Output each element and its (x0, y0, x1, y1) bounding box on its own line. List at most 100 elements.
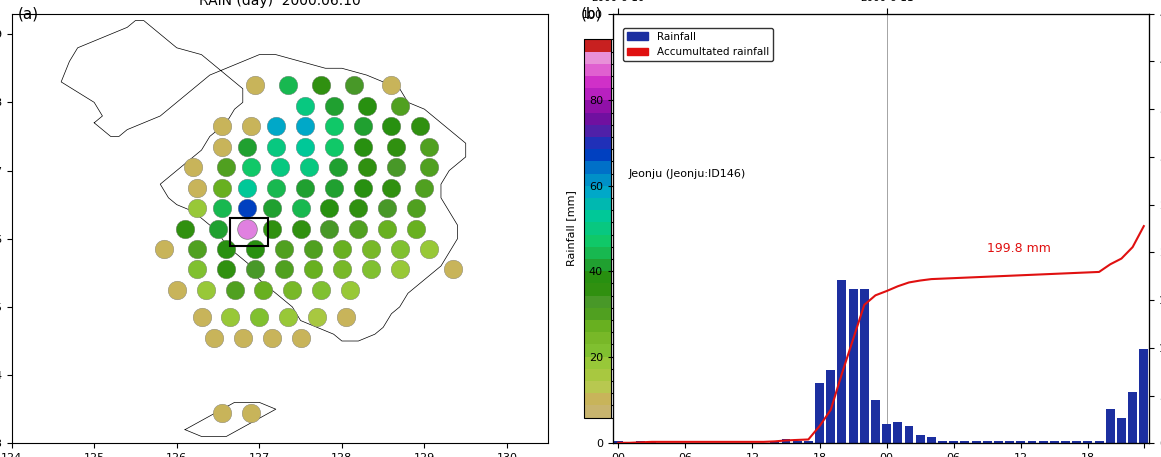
Point (308, 314, 326, 321)
Bar (1039, 441, 1047, 443)
Text: (a): (a) (17, 6, 38, 21)
Point (167, 286, 186, 293)
Point (353, 143, 372, 150)
Point (193, 314, 211, 321)
Point (188, 184, 207, 191)
Bar (636, 441, 646, 443)
Point (212, 204, 231, 212)
Bar (1139, 349, 1148, 443)
Bar (1016, 441, 1025, 443)
Bar (1095, 441, 1104, 443)
Point (300, 164, 318, 171)
Point (382, 82, 401, 89)
Point (275, 245, 294, 253)
Point (304, 245, 323, 253)
Bar (1027, 441, 1037, 443)
Point (238, 225, 257, 232)
Point (238, 225, 257, 232)
Text: 199.8 mm: 199.8 mm (987, 242, 1051, 255)
Point (304, 266, 323, 273)
Point (332, 245, 351, 253)
Point (411, 122, 430, 130)
Bar (837, 280, 846, 443)
Point (238, 204, 257, 212)
Point (250, 314, 268, 321)
Point (241, 122, 260, 130)
Bar (916, 435, 924, 443)
Point (212, 184, 231, 191)
Bar (1005, 441, 1014, 443)
Bar (994, 441, 1003, 443)
Point (246, 266, 265, 273)
Point (387, 143, 405, 150)
Bar (793, 441, 801, 443)
Point (241, 164, 260, 171)
Bar (648, 441, 656, 443)
Bar (815, 383, 824, 443)
Text: Jeonju (Jeonju:ID146): Jeonju (Jeonju:ID146) (629, 169, 747, 179)
Point (349, 204, 368, 212)
Point (353, 184, 372, 191)
Point (406, 225, 425, 232)
Point (361, 245, 380, 253)
Point (267, 143, 286, 150)
Point (419, 164, 438, 171)
Point (246, 245, 265, 253)
Point (349, 225, 368, 232)
Point (217, 245, 236, 253)
Point (337, 314, 355, 321)
Point (324, 184, 342, 191)
Point (312, 286, 331, 293)
Bar (904, 426, 914, 443)
Point (295, 143, 313, 150)
Point (324, 122, 342, 130)
Bar (230, 218, 267, 245)
Point (241, 409, 260, 416)
Point (295, 122, 313, 130)
Point (361, 266, 380, 273)
Point (279, 82, 297, 89)
Bar (771, 441, 779, 443)
Bar (1105, 409, 1115, 443)
Point (320, 225, 339, 232)
Point (295, 184, 313, 191)
Point (345, 82, 363, 89)
Point (267, 184, 286, 191)
Bar (614, 441, 622, 443)
Point (233, 334, 252, 341)
Bar (849, 289, 858, 443)
Point (324, 143, 342, 150)
Point (225, 286, 244, 293)
Point (320, 204, 339, 212)
Point (175, 225, 194, 232)
Point (217, 164, 236, 171)
Point (382, 184, 401, 191)
Point (212, 143, 231, 150)
Point (188, 204, 207, 212)
Point (246, 82, 265, 89)
Point (341, 286, 360, 293)
Bar (1128, 392, 1137, 443)
Bar (871, 400, 880, 443)
Point (387, 164, 405, 171)
Point (291, 334, 310, 341)
Point (271, 164, 289, 171)
Point (217, 266, 236, 273)
Point (262, 334, 281, 341)
Point (312, 82, 331, 89)
Point (378, 204, 397, 212)
Y-axis label: Rainfall [mm]: Rainfall [mm] (643, 195, 652, 262)
Point (238, 184, 257, 191)
Title: RAIN (day)  2000.06.10: RAIN (day) 2000.06.10 (199, 0, 361, 8)
Point (267, 122, 286, 130)
Bar (1117, 418, 1126, 443)
Point (378, 225, 397, 232)
Bar (827, 370, 835, 443)
Legend: Rainfall, Accumultated rainfall: Rainfall, Accumultated rainfall (623, 27, 773, 61)
Bar (803, 441, 813, 443)
Point (156, 245, 174, 253)
Bar (938, 441, 947, 443)
Point (416, 184, 434, 191)
Point (262, 204, 281, 212)
Bar (972, 441, 981, 443)
